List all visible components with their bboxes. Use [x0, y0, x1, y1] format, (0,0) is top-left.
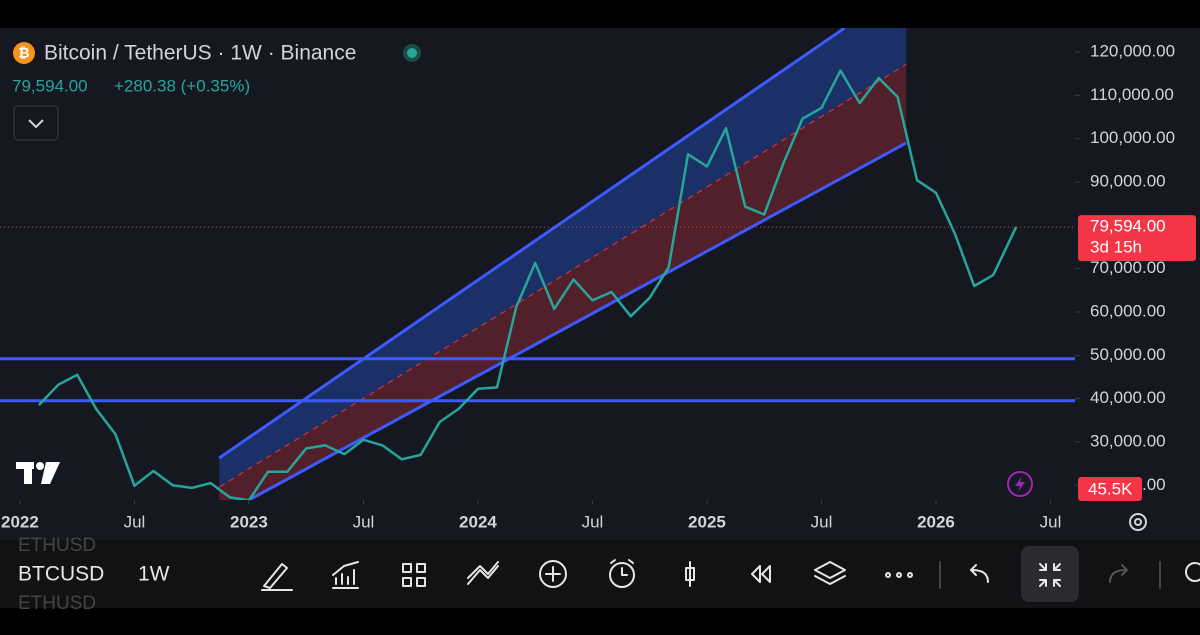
price-change: +280.38 (+0.35%) — [114, 76, 250, 95]
plot — [0, 28, 1075, 500]
alert-icon[interactable] — [1007, 471, 1033, 497]
y-tick-label: 100,000.00 — [1090, 128, 1175, 147]
replay-icon[interactable] — [751, 565, 771, 583]
x-tick-label: Jul — [353, 512, 375, 531]
y-tick-label: 60,000.00 — [1090, 301, 1166, 320]
volume-label: 45.5K — [1088, 479, 1133, 498]
y-tick-label: 90,000.00 — [1090, 171, 1166, 190]
collapse-icon — [1039, 563, 1061, 587]
channel-line — [218, 28, 846, 460]
y-tick-label: 50,000.00 — [1090, 345, 1166, 364]
x-tick-label: 2022 — [1, 512, 39, 531]
price-label: 79,594.00 — [1090, 217, 1166, 236]
toolbar-icons — [261, 546, 1200, 602]
axes: 20,000.0030,000.0040,000.0050,000.0060,0… — [1, 41, 1196, 531]
layers-icon[interactable] — [814, 561, 846, 585]
more-icon[interactable] — [885, 572, 891, 578]
coin-icon — [13, 42, 35, 64]
countdown: 3d 15h — [1090, 238, 1142, 257]
symbol-faded: ETHUSD — [18, 535, 96, 556]
tv-logo — [16, 462, 60, 484]
undo-icon[interactable] — [970, 564, 989, 583]
channel-line — [248, 141, 907, 500]
x-tick-label: Jul — [124, 512, 146, 531]
interval[interactable]: 1W — [138, 563, 170, 586]
y-tick-label: 30,000.00 — [1090, 431, 1166, 450]
alert-bolt — [1015, 476, 1025, 492]
collapse-button[interactable] — [13, 105, 59, 141]
y-tick-label: 70,000.00 — [1090, 258, 1166, 277]
x-tick-label: Jul — [811, 512, 833, 531]
symbol-faded: ETHUSD — [18, 593, 96, 614]
x-tick-label: Jul — [582, 512, 604, 531]
x-tick-label: 2026 — [917, 512, 955, 531]
x-tick-label: Jul — [1040, 512, 1062, 531]
layout-icon[interactable] — [402, 563, 426, 587]
channel-upper-fill — [219, 28, 907, 488]
chart-title: Bitcoin / TetherUS · 1W · Binance — [44, 42, 356, 65]
chart-background — [0, 28, 1200, 540]
status-dot — [407, 48, 417, 58]
add-icon[interactable] — [539, 560, 567, 588]
alarm-icon[interactable] — [609, 562, 635, 588]
fullscreen-button[interactable] — [1021, 546, 1079, 602]
channel-mid — [218, 63, 907, 488]
x-tick-label: 2023 — [230, 512, 268, 531]
indicators-icon[interactable] — [332, 561, 359, 589]
last-price: 79,594.00 — [12, 76, 88, 95]
idea-icon[interactable] — [1185, 562, 1200, 582]
y-tick-label: 40,000.00 — [1090, 388, 1166, 407]
price-label-box — [1078, 215, 1196, 262]
candle-icon[interactable] — [685, 561, 695, 587]
y-tick-label: 120,000.00 — [1090, 41, 1175, 60]
x-tick-label: 2024 — [459, 512, 497, 531]
symbol[interactable]: BTCUSD — [18, 563, 104, 586]
compare-icon[interactable] — [467, 561, 499, 585]
settings-icon[interactable] — [1129, 513, 1147, 531]
price-line — [37, 69, 1018, 500]
toolbar — [0, 540, 1200, 608]
channel-lower-fill — [219, 64, 907, 500]
y-tick-label: 110,000.00 — [1090, 85, 1174, 104]
draw-icon[interactable] — [261, 563, 293, 591]
chevron — [28, 119, 44, 129]
x-tick-label: 2025 — [688, 512, 726, 531]
coin-icon-glyph: ₿ — [18, 45, 29, 61]
settings-icon-center — [1134, 518, 1142, 526]
volume-label-box — [1078, 477, 1142, 501]
redo-icon[interactable] — [1109, 564, 1128, 583]
